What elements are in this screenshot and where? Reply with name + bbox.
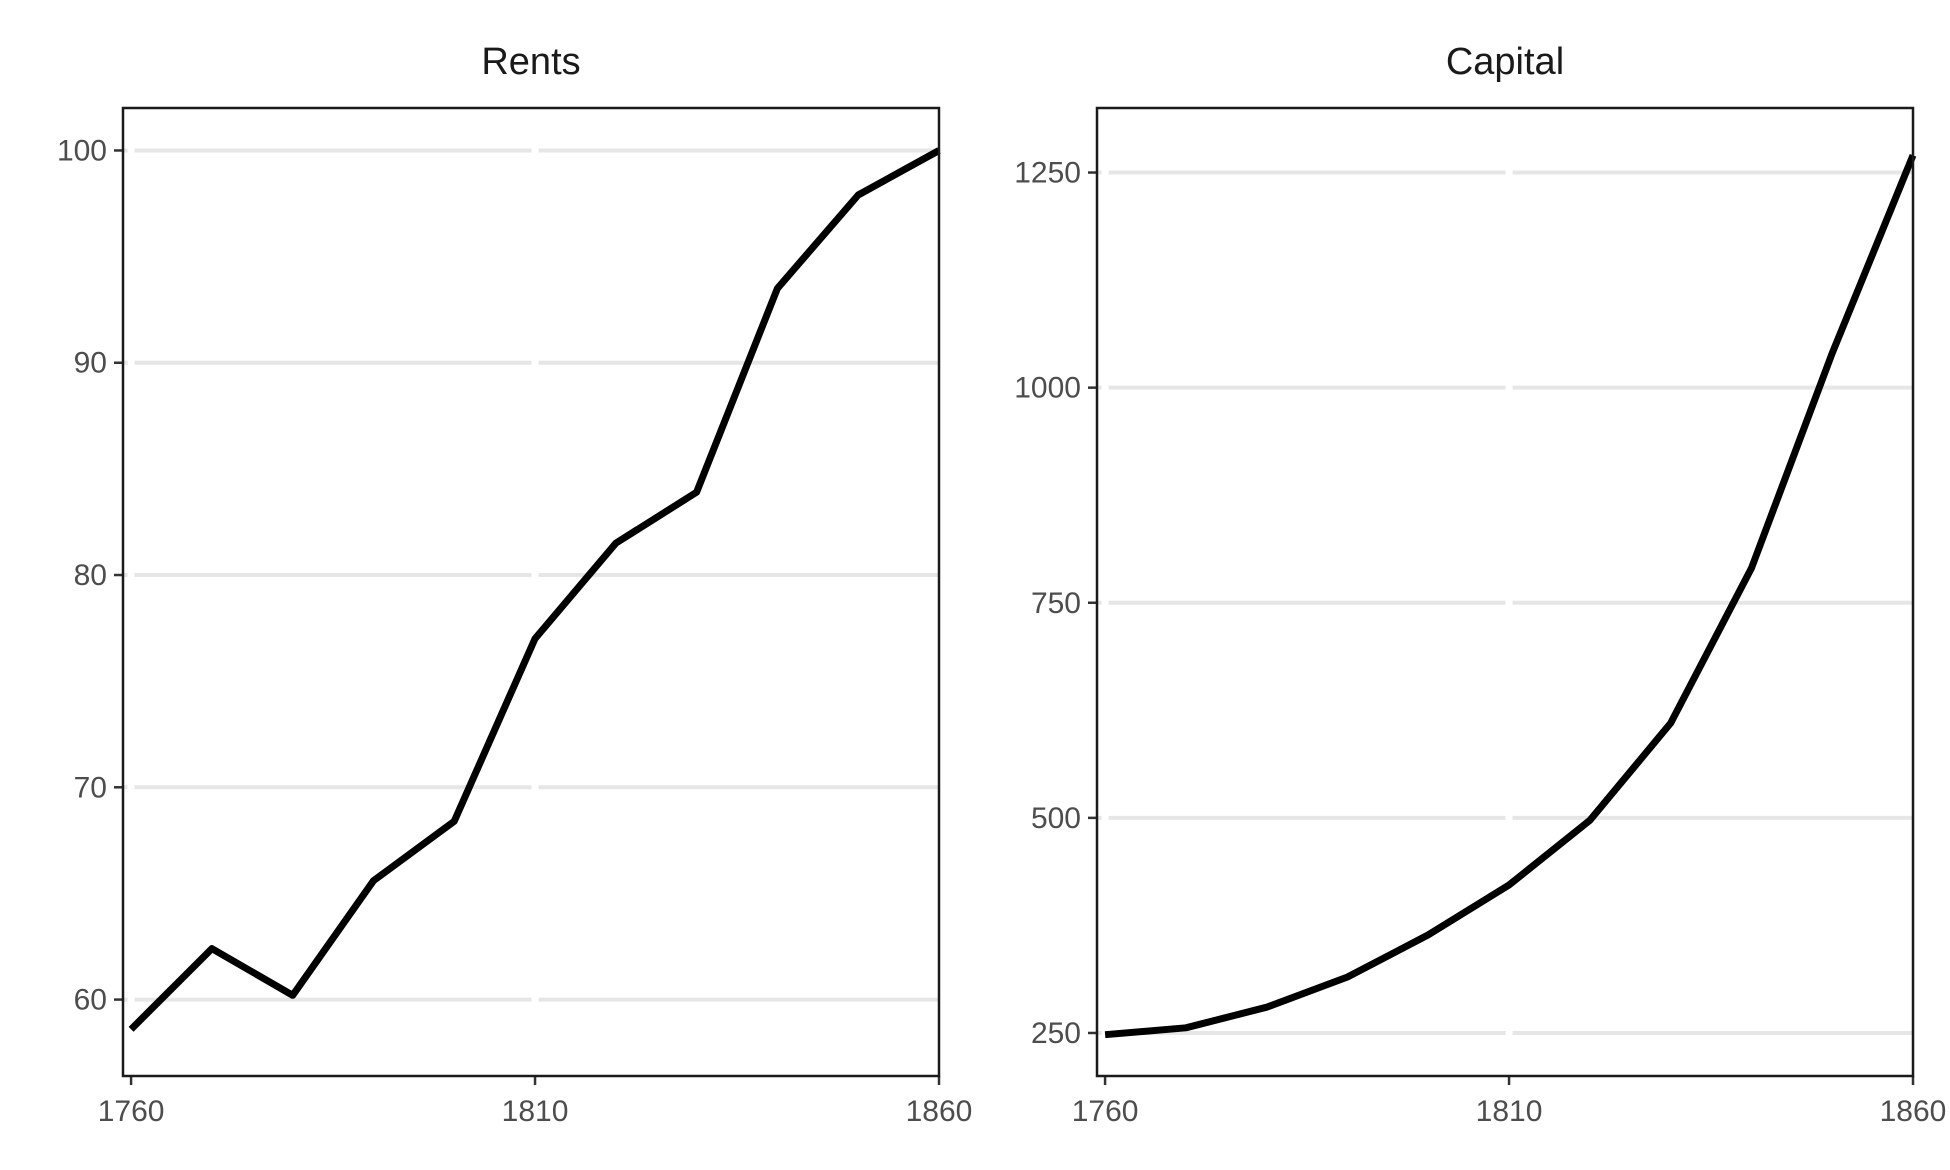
y-tick-label: 1000 xyxy=(1014,372,1081,405)
x-tick-label: 1860 xyxy=(1880,1095,1947,1128)
x-tick-label: 1760 xyxy=(98,1095,165,1128)
panel-title: Rents xyxy=(481,41,580,83)
y-tick-label: 750 xyxy=(1031,587,1081,620)
y-tick-label: 500 xyxy=(1031,802,1081,835)
series-line xyxy=(1104,153,1917,1039)
y-tick-label: 1250 xyxy=(1014,157,1081,190)
y-tick-label: 90 xyxy=(74,347,107,380)
panel-border xyxy=(1095,106,1915,1078)
panel-border xyxy=(121,106,941,1078)
y-tick-label: 70 xyxy=(74,771,107,804)
series-line xyxy=(128,147,941,1032)
x-tick-label: 1810 xyxy=(502,1095,569,1128)
y-tick-label: 80 xyxy=(74,559,107,592)
y-tick-label: 100 xyxy=(57,134,107,167)
panel-2: Capital 250 500 750 1000 1250 1760 1810 1860 xyxy=(1014,41,1946,1128)
x-tick-label: 1810 xyxy=(1476,1095,1543,1128)
panel-1: Rents 60 70 80 90 100 1760 1810 1860 xyxy=(57,41,972,1128)
y-tick-label: 250 xyxy=(1031,1017,1081,1050)
x-tick-label: 1760 xyxy=(1072,1095,1139,1128)
x-tick-label: 1860 xyxy=(906,1095,973,1128)
panel-title: Capital xyxy=(1446,41,1564,83)
y-tick-label: 60 xyxy=(74,984,107,1017)
